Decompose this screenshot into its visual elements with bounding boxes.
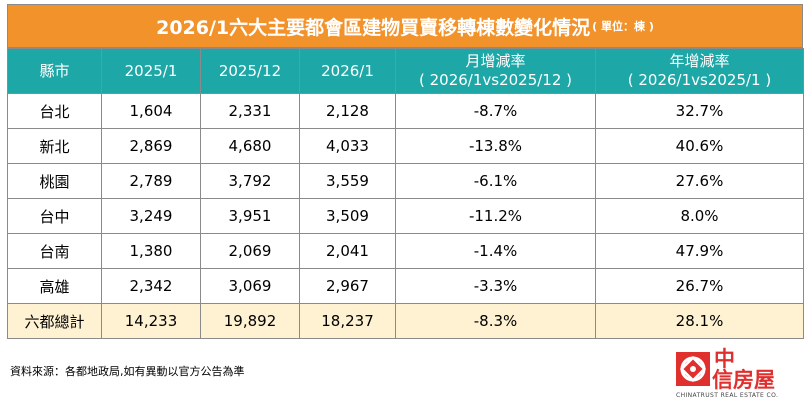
cell-region: 桃園 <box>7 163 102 199</box>
cell-2025-1: 2,789 <box>101 163 201 199</box>
cell-mom: -13.8% <box>395 128 596 164</box>
cell-2026-1: 2,128 <box>299 93 396 129</box>
table-row: 台北 1,604 2,331 2,128 -8.7% 32.7% <box>7 93 804 129</box>
header-mom-sub: ( 2026/1vs2025/12 ) <box>418 71 573 89</box>
table-row: 桃園 2,789 3,792 3,559 -6.1% 27.6% <box>7 163 804 199</box>
source-footnote: 資料來源：各都地政局,如有異動以官方公告為準 <box>10 365 245 378</box>
cell-2026-1: 18,237 <box>299 303 396 339</box>
cell-mom: -1.4% <box>395 233 596 269</box>
cell-yoy: 28.1% <box>595 303 804 339</box>
cell-2025-12: 3,951 <box>200 198 300 234</box>
logo-chinese-name: 中 信房屋 <box>712 348 806 390</box>
cell-yoy: 47.9% <box>595 233 804 269</box>
company-logo: 中 信房屋 CHINATRUST REAL ESTATE CO. <box>676 348 806 404</box>
cell-region: 六都總計 <box>7 303 102 339</box>
cell-2025-1: 3,249 <box>101 198 201 234</box>
table-row: 台中 3,249 3,951 3,509 -11.2% 8.0% <box>7 198 804 234</box>
cell-region: 新北 <box>7 128 102 164</box>
table-row: 新北 2,869 4,680 4,033 -13.8% 40.6% <box>7 128 804 164</box>
cell-region: 高雄 <box>7 268 102 304</box>
logo-mark-icon <box>676 352 710 386</box>
cell-yoy: 8.0% <box>595 198 804 234</box>
header-region: 縣市 <box>7 48 102 94</box>
cell-2026-1: 4,033 <box>299 128 396 164</box>
header-yoy: 年增減率 ( 2026/1vs2025/1 ) <box>595 48 804 94</box>
cell-2025-12: 4,680 <box>200 128 300 164</box>
cell-mom: -11.2% <box>395 198 596 234</box>
header-yoy-sub: ( 2026/1vs2025/1 ) <box>627 71 772 89</box>
cell-region: 台南 <box>7 233 102 269</box>
cell-2026-1: 2,041 <box>299 233 396 269</box>
table-row: 台南 1,380 2,069 2,041 -1.4% 47.9% <box>7 233 804 269</box>
logo-cn-line1: 中 <box>714 346 735 371</box>
total-row: 六都總計 14,233 19,892 18,237 -8.3% 28.1% <box>7 303 804 339</box>
header-2026-1: 2026/1 <box>299 48 396 94</box>
cell-2025-12: 3,069 <box>200 268 300 304</box>
cell-2026-1: 3,509 <box>299 198 396 234</box>
cell-mom: -6.1% <box>395 163 596 199</box>
cell-mom: -8.3% <box>395 303 596 339</box>
cell-2025-1: 1,604 <box>101 93 201 129</box>
cell-region: 台中 <box>7 198 102 234</box>
page-title: 2026/1六大主要都會區建物買賣移轉棟數變化情況 ( 單位：棟 ) <box>7 4 803 48</box>
cell-2025-12: 2,069 <box>200 233 300 269</box>
logo-english-name: CHINATRUST REAL ESTATE CO. <box>676 392 779 399</box>
logo-cn-line2: 信房屋 <box>712 367 775 392</box>
cell-2025-12: 2,331 <box>200 93 300 129</box>
cell-region: 台北 <box>7 93 102 129</box>
cell-yoy: 40.6% <box>595 128 804 164</box>
table-row: 高雄 2,342 3,069 2,967 -3.3% 26.7% <box>7 268 804 304</box>
cell-2025-12: 19,892 <box>200 303 300 339</box>
cell-yoy: 32.7% <box>595 93 804 129</box>
title-text: 2026/1六大主要都會區建物買賣移轉棟數變化情況 <box>156 16 591 39</box>
header-2025-1: 2025/1 <box>101 48 201 94</box>
cell-yoy: 26.7% <box>595 268 804 304</box>
header-mom: 月增減率 ( 2026/1vs2025/12 ) <box>395 48 596 94</box>
cell-2025-12: 3,792 <box>200 163 300 199</box>
cell-mom: -3.3% <box>395 268 596 304</box>
cell-2025-1: 14,233 <box>101 303 201 339</box>
cell-2025-1: 1,380 <box>101 233 201 269</box>
cell-mom: -8.7% <box>395 93 596 129</box>
cell-2025-1: 2,869 <box>101 128 201 164</box>
header-mom-title: 月增減率 <box>465 52 526 70</box>
cell-2026-1: 2,967 <box>299 268 396 304</box>
transfer-table: 縣市 2025/1 2025/12 2026/1 月增減率 ( 2026/1vs… <box>7 48 804 339</box>
cell-2025-1: 2,342 <box>101 268 201 304</box>
cell-2026-1: 3,559 <box>299 163 396 199</box>
header-2025-12: 2025/12 <box>200 48 300 94</box>
header-yoy-title: 年增減率 <box>669 52 730 70</box>
unit-note: ( 單位：棟 ) <box>592 20 654 33</box>
header-row: 縣市 2025/1 2025/12 2026/1 月增減率 ( 2026/1vs… <box>7 48 804 94</box>
cell-yoy: 27.6% <box>595 163 804 199</box>
